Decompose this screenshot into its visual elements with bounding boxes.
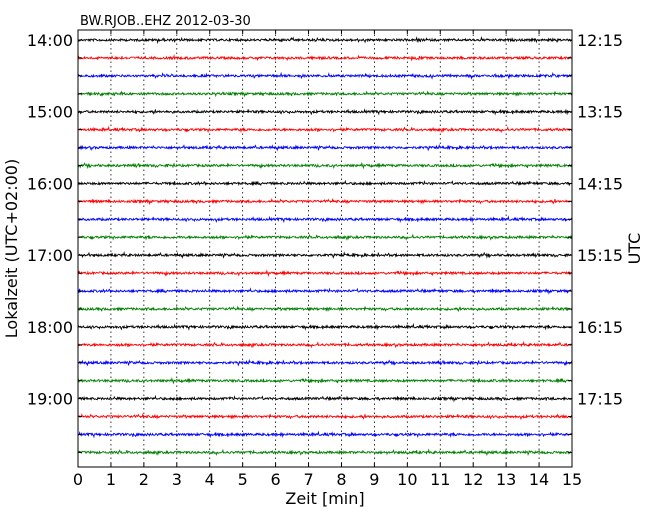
y-tick-label-utc: 15:15 bbox=[577, 246, 623, 265]
x-tick-label: 2 bbox=[139, 470, 149, 489]
x-tick-label: 1 bbox=[106, 470, 116, 489]
y-tick-label-local: 14:00 bbox=[27, 31, 73, 50]
trace-1430 bbox=[77, 71, 573, 80]
trace-1545 bbox=[77, 161, 573, 170]
y-tick-label-utc: 12:15 bbox=[577, 31, 623, 50]
seismic-traces bbox=[77, 36, 573, 457]
trace-1515 bbox=[77, 125, 573, 134]
x-tick-label: 0 bbox=[73, 470, 83, 489]
chart-title: BW.RJOB..EHZ 2012-03-30 bbox=[80, 14, 251, 29]
trace-1845 bbox=[77, 377, 573, 385]
trace-1700 bbox=[77, 251, 573, 259]
x-tick-label: 4 bbox=[205, 470, 215, 489]
axis-ticks: 0 1 2 3 4 5 6 7 8 9 10 11 12 13 14 1514:0015:0016:0017:… bbox=[27, 30, 623, 489]
y-tick-label-local: 16:00 bbox=[27, 174, 73, 193]
trace-1900 bbox=[77, 394, 573, 403]
trace-1830 bbox=[77, 358, 573, 367]
x-tick-label: 12 bbox=[463, 470, 483, 489]
x-tick-label: 9 bbox=[369, 470, 379, 489]
trace-1730 bbox=[77, 287, 573, 295]
y-tick-label-local: 19:00 bbox=[27, 390, 73, 409]
x-axis-label: Zeit [min] bbox=[285, 489, 364, 508]
trace-1800 bbox=[77, 322, 573, 331]
y-axis-label-utc: UTC bbox=[625, 233, 644, 265]
trace-1445 bbox=[77, 90, 573, 98]
y-tick-label-local: 15:00 bbox=[27, 103, 73, 122]
y-tick-label-utc: 13:15 bbox=[577, 103, 623, 122]
x-tick-label: 11 bbox=[430, 470, 450, 489]
y-tick-label-local: 17:00 bbox=[27, 246, 73, 265]
trace-1930 bbox=[77, 430, 573, 439]
trace-1645 bbox=[77, 233, 573, 241]
trace-1615 bbox=[77, 197, 573, 206]
x-tick-label: 3 bbox=[172, 470, 182, 489]
trace-1630 bbox=[77, 215, 573, 224]
x-tick-label: 7 bbox=[303, 470, 313, 489]
y-tick-label-utc: 17:15 bbox=[577, 390, 623, 409]
trace-1500 bbox=[77, 108, 573, 116]
x-tick-label: 5 bbox=[238, 470, 248, 489]
y-tick-label-utc: 14:15 bbox=[577, 174, 623, 193]
grid-lines bbox=[110, 30, 540, 467]
y-tick-label-utc: 16:15 bbox=[577, 318, 623, 337]
x-tick-label: 14 bbox=[529, 470, 549, 489]
trace-1945 bbox=[77, 448, 573, 457]
x-tick-label: 15 bbox=[562, 470, 582, 489]
x-tick-label: 8 bbox=[336, 470, 346, 489]
trace-1815 bbox=[77, 340, 573, 349]
y-tick-label-local: 18:00 bbox=[27, 318, 73, 337]
y-axis-label-local: Lokalzeit (UTC+02:00) bbox=[2, 159, 21, 338]
x-tick-label: 13 bbox=[496, 470, 516, 489]
x-tick-label: 6 bbox=[271, 470, 281, 489]
trace-1530 bbox=[77, 143, 573, 152]
x-tick-label: 10 bbox=[397, 470, 417, 489]
trace-1600 bbox=[77, 179, 573, 187]
trace-1715 bbox=[77, 269, 573, 277]
trace-1400 bbox=[77, 36, 573, 45]
plot-frame bbox=[77, 29, 573, 468]
trace-1915 bbox=[77, 413, 573, 421]
trace-1745 bbox=[77, 305, 573, 313]
trace-1415 bbox=[77, 54, 573, 62]
